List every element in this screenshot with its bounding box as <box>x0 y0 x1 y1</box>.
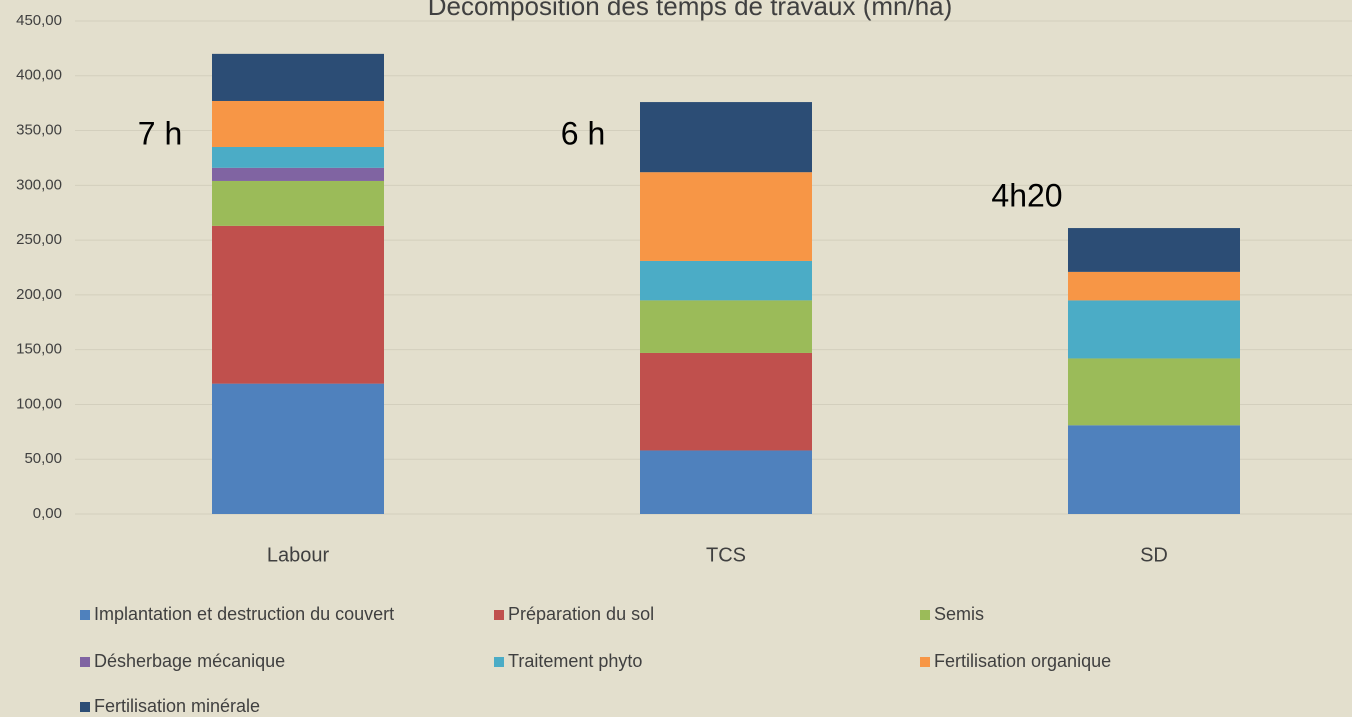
legend-label: Implantation et destruction du couvert <box>94 604 394 624</box>
bar-segment <box>640 300 812 353</box>
bar-segment <box>212 146 384 168</box>
y-tick-label: 250,00 <box>16 231 62 248</box>
y-tick-label: 200,00 <box>16 286 62 303</box>
legend-swatch <box>80 657 90 667</box>
legend-label: Préparation du sol <box>508 604 654 624</box>
bar-segment <box>1068 300 1240 359</box>
x-tick-label: TCS <box>706 544 746 566</box>
x-tick-label: SD <box>1140 544 1168 566</box>
chart-title: Décomposition des temps de travaux (mn/h… <box>428 0 953 21</box>
x-tick-label: Labour <box>267 544 330 566</box>
legend-swatch <box>80 702 90 712</box>
bar-segment <box>1068 271 1240 301</box>
annotation: 6 h <box>561 115 605 151</box>
legend-swatch <box>920 610 930 620</box>
bar-segment <box>212 167 384 181</box>
bar-segment <box>212 383 384 514</box>
bar-segment <box>640 102 812 173</box>
y-tick-label: 100,00 <box>16 395 62 412</box>
legend-label: Désherbage mécanique <box>94 651 285 671</box>
bar-segment <box>640 352 812 451</box>
bar-segment <box>1068 228 1240 272</box>
legend-label: Semis <box>934 604 984 624</box>
bar-segment <box>640 172 812 261</box>
y-tick-label: 50,00 <box>24 450 62 467</box>
legend-label: Fertilisation minérale <box>94 696 260 716</box>
bar-segment <box>212 100 384 147</box>
bar-segment <box>640 260 812 301</box>
bar-segment <box>1068 358 1240 426</box>
legend-label: Traitement phyto <box>508 651 642 671</box>
legend-swatch <box>494 657 504 667</box>
annotation: 7 h <box>138 115 182 151</box>
legend-swatch <box>80 610 90 620</box>
bar-segment <box>1068 425 1240 514</box>
bar-segment <box>212 180 384 226</box>
annotation: 4h20 <box>991 177 1062 213</box>
bar-segment <box>212 53 384 101</box>
legend-label: Fertilisation organique <box>934 651 1111 671</box>
legend-swatch <box>494 610 504 620</box>
y-tick-label: 450,00 <box>16 12 62 29</box>
bar-segment <box>640 450 812 514</box>
y-tick-label: 350,00 <box>16 122 62 139</box>
y-tick-label: 400,00 <box>16 67 62 84</box>
y-tick-label: 0,00 <box>33 505 62 522</box>
bar-segment <box>212 225 384 384</box>
legend-swatch <box>920 657 930 667</box>
y-tick-label: 150,00 <box>16 341 62 358</box>
y-tick-label: 300,00 <box>16 176 62 193</box>
